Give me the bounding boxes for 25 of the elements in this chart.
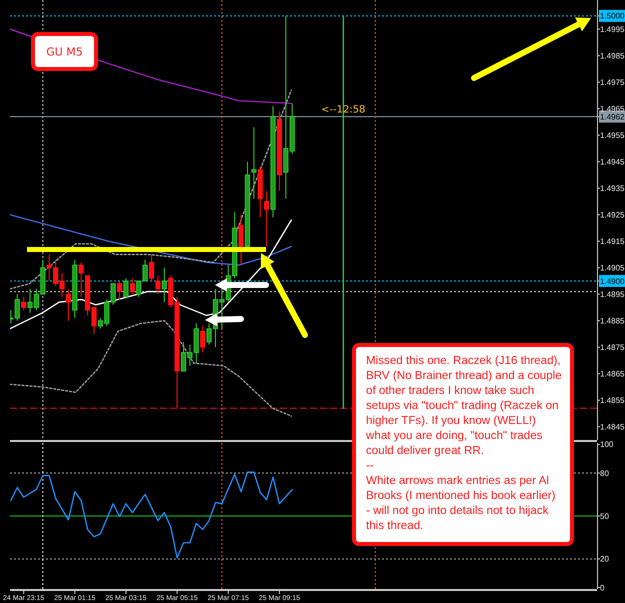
- y-tick-label: 1.4865: [600, 370, 625, 379]
- y-tick-label: 80: [600, 468, 610, 478]
- y-tick-label: 1.4995: [600, 24, 625, 34]
- y-tick-label: 0: [600, 583, 605, 592]
- annotation: GU M5: [46, 45, 83, 58]
- y-tick-label: 1.4975: [600, 78, 625, 87]
- y-tick-label: 1.4875: [600, 343, 625, 352]
- y-tick-label: 1.4900: [600, 276, 625, 286]
- y-tick-label: 1.4845: [600, 422, 625, 432]
- y-tick-label: 20: [600, 554, 610, 564]
- y-tick-label: 1.4935: [600, 184, 625, 193]
- y-tick-label: 1.4915: [600, 237, 625, 246]
- y-tick-label: 1.4895: [600, 290, 625, 300]
- y-tick-label: 1.4855: [600, 396, 625, 406]
- y-tick-label: 1.4985: [600, 51, 625, 60]
- y-tick-label: 1.4962: [600, 112, 625, 122]
- y-tick-label: 1.4905: [600, 264, 625, 273]
- y-tick-label: 1.4885: [600, 316, 625, 326]
- y-tick-label: 50: [600, 512, 610, 521]
- y-tick-label: 1.5000: [600, 12, 625, 21]
- y-tick-label: 1.4945: [600, 157, 625, 166]
- note-box: Missed this one. Raczek (J16 thread), BRV (No Brainer thread) and a couple of other traders I know take such setups via "touch" trading (Raczek on higher TFs). If you know (WELL!) what you are doing, "touch" trades could deliver great RR. -- White arrows mark entries as per Al Brooks (I mentioned his book earlier) - will not go into details not to hijack this thread.: [352, 343, 574, 546]
- y-tick-label: 1.4955: [600, 130, 625, 140]
- y-tick-label: 100: [600, 440, 614, 450]
- y-tick-label: 1.4925: [600, 210, 625, 220]
